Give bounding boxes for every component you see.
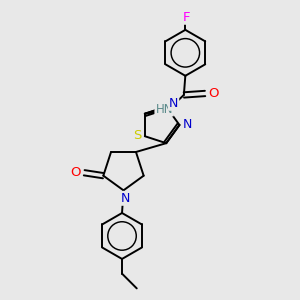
Text: F: F [183,11,190,24]
Text: N: N [120,192,130,205]
Text: N: N [183,118,192,131]
Text: O: O [208,87,219,100]
Text: N: N [169,97,178,110]
Text: O: O [71,166,81,179]
Text: S: S [133,129,142,142]
Text: HN: HN [155,103,173,116]
